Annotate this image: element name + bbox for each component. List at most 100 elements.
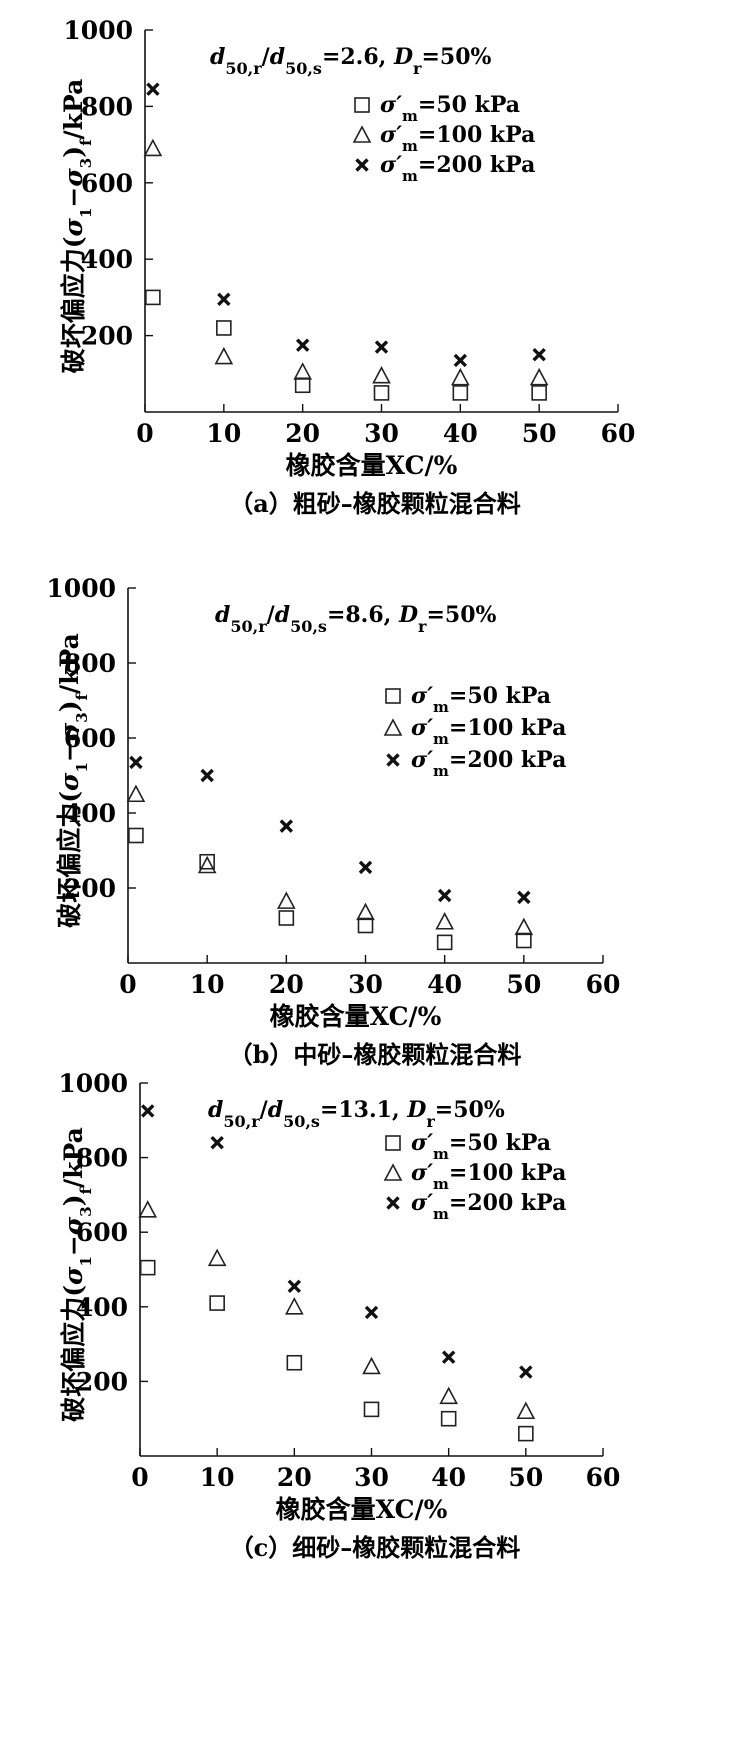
data-point [531, 385, 547, 401]
data-point [138, 1200, 158, 1218]
y-axis-label: 破坏偏应力(σ1−σ3)f/kPa [59, 1127, 95, 1422]
data-point [364, 1305, 379, 1320]
y-tick-label: 600 [64, 724, 116, 753]
data-point [440, 1410, 457, 1427]
data-point [451, 367, 470, 386]
x-tick-label: 30 [364, 419, 399, 448]
data-point [357, 917, 374, 934]
x-tick-label: 0 [119, 970, 136, 999]
data-point [293, 362, 312, 380]
y-tick-label: 800 [64, 649, 116, 678]
data-point-stroke-2 [364, 1305, 379, 1320]
data-point-stroke-2 [279, 819, 294, 833]
x-tick-label: 60 [586, 1463, 621, 1492]
data-point-stroke-2 [210, 1135, 224, 1150]
x-tick-label: 60 [586, 970, 621, 999]
data-point [372, 366, 391, 384]
data-point [128, 827, 144, 844]
y-axis-label: 破坏偏应力(σ1−σ3)f/kPa [59, 79, 95, 374]
data-point [216, 320, 232, 336]
x-axis-label: 橡胶含量XC/% [276, 1495, 448, 1524]
data-point [126, 784, 146, 803]
data-point [374, 340, 389, 354]
data-point [436, 934, 453, 951]
legend-marker [386, 1196, 400, 1210]
data-point [362, 1356, 381, 1375]
data-point [518, 1425, 534, 1442]
chart-annotation: d50,r/d50,s=8.6, Dr=50% [215, 602, 497, 636]
plot-area: 0 10 20 30 40 50 60 200 400 600 800 1000 d50,r/d50,s… [59, 16, 635, 518]
x-tick-label: 0 [136, 419, 153, 448]
x-tick-label: 50 [522, 419, 557, 448]
y-tick-label: 1000 [46, 574, 116, 603]
chart-b-svg: 0 10 20 30 40 50 60 200 400 600 800 1000 d50,r/d50,s… [46, 574, 621, 1069]
y-tick-label: 200 [81, 322, 133, 351]
data-point [129, 755, 143, 770]
x-tick-label: 20 [285, 419, 320, 448]
x-tick-label: 40 [427, 970, 462, 999]
x-tick-label: 20 [269, 970, 304, 999]
x-tick-label: 50 [506, 970, 541, 999]
legend-label: σ′m=50 kPa [380, 92, 520, 125]
legend-marker [354, 97, 370, 113]
data-point [516, 1401, 536, 1420]
data-point [139, 1259, 156, 1276]
data-point-stroke-2 [519, 1365, 533, 1379]
legend-marker [385, 688, 401, 704]
data-point-stroke-2 [287, 1279, 302, 1293]
data-point [295, 338, 310, 352]
x-tick-label: 0 [131, 1463, 148, 1492]
data-point [200, 768, 214, 783]
data-point [214, 346, 234, 365]
legend-label: σ′m=50 kPa [411, 683, 551, 716]
legend-marker [383, 1163, 403, 1181]
legend-marker [386, 753, 400, 767]
y-axis-label: 破坏偏应力(σ1−σ3)f/kPa [55, 633, 91, 928]
data-point-stroke-2 [374, 340, 389, 354]
legend-label: σ′m=100 kPa [411, 715, 566, 748]
data-point-stroke-2 [358, 860, 373, 875]
data-point [199, 853, 215, 870]
data-point-stroke-2 [129, 755, 143, 770]
legend-label: σ′m=200 kPa [411, 747, 566, 780]
data-point-stroke-2 [146, 82, 160, 96]
data-point [514, 917, 534, 936]
x-tick-label: 10 [200, 1463, 235, 1492]
data-point [278, 910, 295, 926]
y-tick-label: 400 [76, 1293, 128, 1322]
y-tick-label: 1000 [58, 1069, 128, 1098]
figure-caption: （b）中砂–橡胶颗粒混合料 [229, 1040, 522, 1069]
data-point [209, 1295, 225, 1311]
y-tick-label: 200 [64, 874, 116, 903]
data-point [145, 289, 161, 306]
legend-label: σ′m=200 kPa [380, 152, 535, 185]
y-tick-label: 600 [81, 169, 133, 198]
chart-annotation: d50,r/d50,s=13.1, Dr=50% [208, 1097, 505, 1131]
figure-caption: （a）粗砂–橡胶颗粒混合料 [229, 489, 521, 518]
data-point [217, 292, 231, 307]
x-tick-label: 10 [190, 970, 225, 999]
data-point [143, 138, 163, 157]
data-point-stroke-2 [532, 347, 546, 362]
data-point [532, 347, 546, 362]
data-point [435, 912, 454, 930]
data-point [146, 82, 160, 96]
legend-label: σ′m=100 kPa [380, 122, 535, 155]
data-point-stroke-2 [517, 890, 531, 905]
data-point [519, 1365, 533, 1379]
data-point-stroke-2 [141, 1104, 155, 1118]
chart-panel-b: 0 10 20 30 40 50 60 200 400 600 800 1000 d50,r/d50,s… [0, 574, 750, 1180]
x-tick-label: 40 [431, 1463, 466, 1492]
legend-label: σ′m=100 kPa [411, 1160, 566, 1193]
data-point [294, 377, 311, 394]
data-point [286, 1354, 303, 1371]
data-point [453, 353, 468, 368]
y-tick-label: 600 [76, 1218, 128, 1247]
legend-label: σ′m=50 kPa [411, 1130, 551, 1163]
y-tick-label: 1000 [63, 16, 133, 45]
y-tick-label: 400 [64, 799, 116, 828]
x-tick-label: 20 [277, 1463, 312, 1492]
